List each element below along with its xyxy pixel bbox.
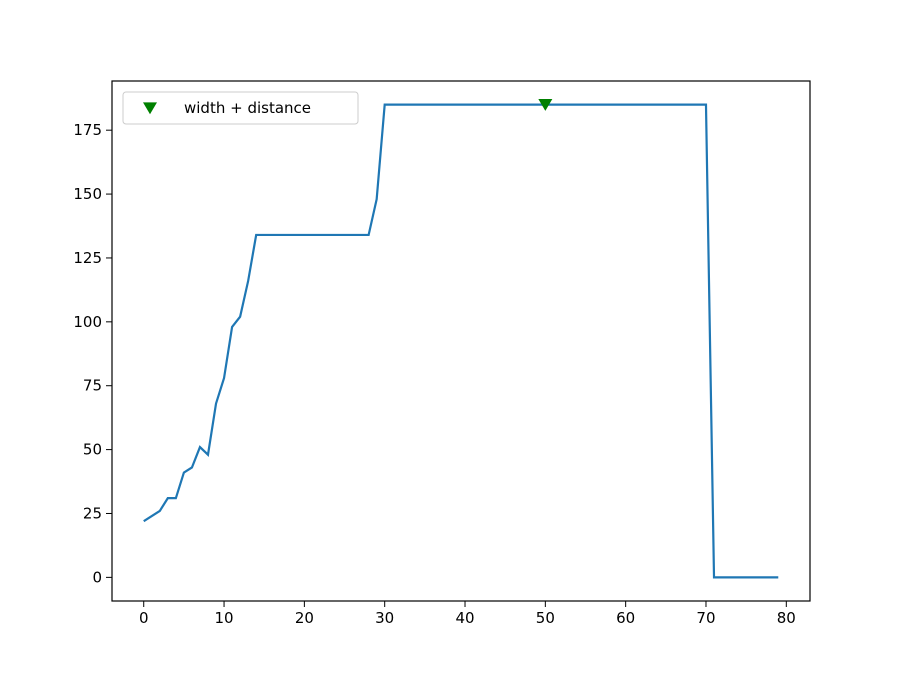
- x-tick-label: 70: [696, 609, 715, 627]
- axes-frame: [111, 80, 811, 602]
- x-tick-label: 30: [375, 609, 394, 627]
- y-tick-label: 100: [73, 313, 102, 331]
- legend-marker: [143, 102, 157, 115]
- x-tick-label: 20: [295, 609, 314, 627]
- y-tick-label: 125: [73, 249, 102, 267]
- x-tick-label: 40: [455, 609, 474, 627]
- y-tick-label: 50: [83, 441, 102, 459]
- data-line: [143, 103, 779, 579]
- y-tick-label: 175: [73, 121, 102, 139]
- y-tick-label: 150: [73, 185, 102, 203]
- y-tick-label: 25: [83, 504, 102, 522]
- legend-box: [122, 91, 359, 125]
- y-tick-label: 0: [92, 568, 102, 586]
- y-tick-label: 75: [83, 377, 102, 395]
- legend-label: width + distance: [184, 99, 311, 117]
- x-tick-label: 80: [777, 609, 796, 627]
- scatter-point: [538, 99, 553, 111]
- x-tick-label: 50: [536, 609, 555, 627]
- x-tick-label: 10: [215, 609, 234, 627]
- x-tick-label: 60: [616, 609, 635, 627]
- x-tick-label: 0: [139, 609, 149, 627]
